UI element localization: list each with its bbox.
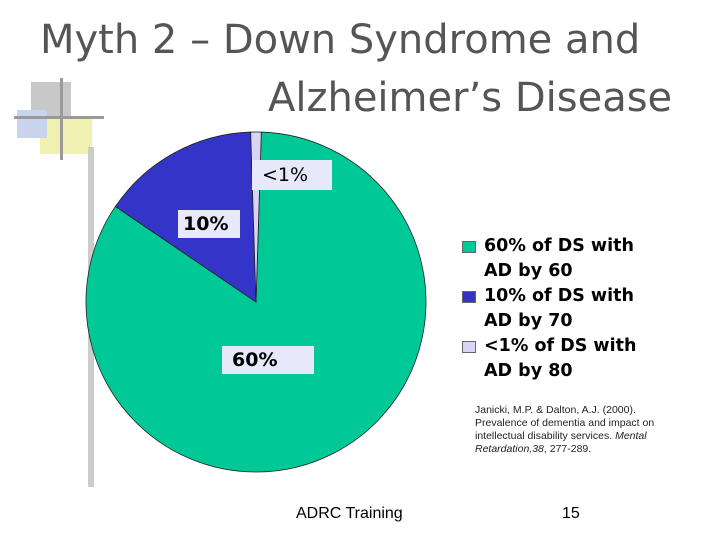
citation-text: Janicki, M.P. & Dalton, A.J. (2000). Pre… xyxy=(475,404,655,442)
legend-item: <1% of DS with AD by 80 xyxy=(462,334,662,384)
footer-label: ADRC Training xyxy=(296,505,403,522)
decor-blue-square xyxy=(17,110,47,138)
data-label-box xyxy=(222,346,314,374)
legend-item: 60% of DS with AD by 60 xyxy=(462,234,662,284)
citation-volume: 38 xyxy=(532,443,544,455)
decor-yellow-square xyxy=(40,118,92,154)
citation-pages: , 277-289. xyxy=(543,443,592,455)
legend-label: 10% of DS with AD by 70 xyxy=(484,286,634,331)
slide-title-line2: Alzheimer’s Disease xyxy=(268,75,673,121)
data-label-box xyxy=(252,160,332,190)
legend-swatch-blue xyxy=(462,291,476,303)
data-label: 60% xyxy=(232,349,277,371)
legend-label: 60% of DS with AD by 60 xyxy=(484,236,634,281)
citation: Janicki, M.P. & Dalton, A.J. (2000). Pre… xyxy=(475,404,690,456)
legend-swatch-green xyxy=(462,241,476,253)
decor-vertical-line xyxy=(60,78,63,160)
legend-label: <1% of DS with AD by 80 xyxy=(484,336,637,381)
legend-swatch-lavender xyxy=(462,341,476,353)
legend-item: 10% of DS with AD by 70 xyxy=(462,284,662,334)
chart-legend: 60% of DS with AD by 60 10% of DS with A… xyxy=(462,234,662,384)
data-label: <1% xyxy=(262,164,308,186)
data-label-box xyxy=(178,210,240,238)
slide-title-line1: Myth 2 – Down Syndrome and xyxy=(40,17,641,63)
citation-journal: Mental Retardation, xyxy=(475,430,647,455)
decor-horizontal-line xyxy=(14,116,104,119)
page-number: 15 xyxy=(562,505,580,522)
data-label: 10% xyxy=(183,213,228,235)
